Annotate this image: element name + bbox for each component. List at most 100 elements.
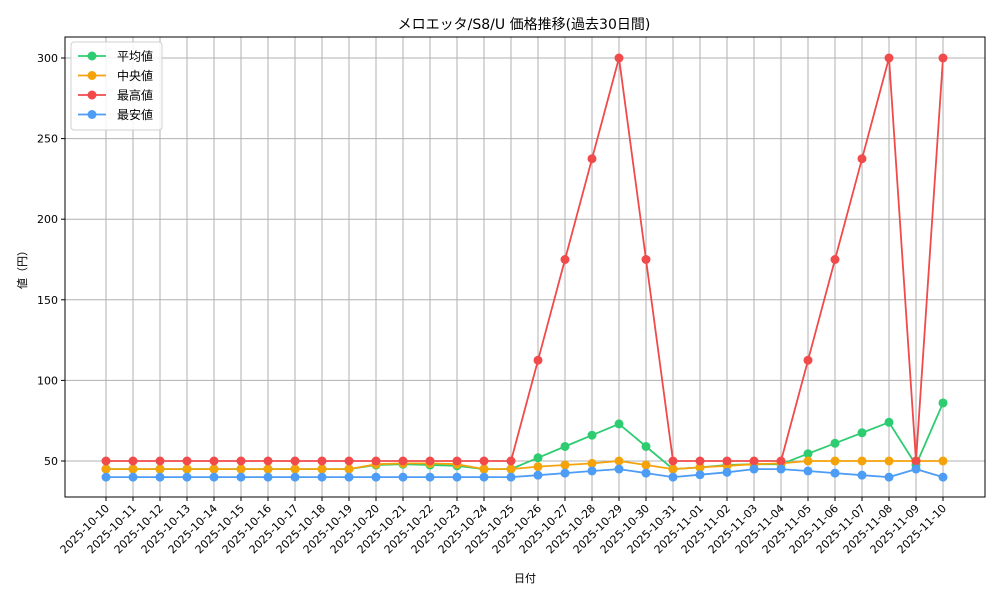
data-point xyxy=(938,53,948,63)
data-point xyxy=(506,472,516,482)
x-axis-label: 日付 xyxy=(514,572,536,585)
legend-marker xyxy=(87,51,97,61)
data-point xyxy=(560,255,570,264)
series-line xyxy=(106,468,944,479)
data-point xyxy=(452,456,462,466)
data-point xyxy=(101,472,111,482)
legend-item: 中央値 xyxy=(78,68,153,83)
y-axis: 50 100 150 200 250 300 xyxy=(37,52,65,468)
data-point xyxy=(533,462,543,472)
data-point xyxy=(722,467,732,477)
data-point xyxy=(911,464,921,474)
data-point xyxy=(668,456,678,466)
data-point xyxy=(560,468,570,478)
data-point xyxy=(749,464,759,474)
data-point xyxy=(830,468,840,478)
data-point xyxy=(884,53,894,63)
data-point xyxy=(614,464,624,474)
data-point xyxy=(614,419,624,429)
legend-marker xyxy=(87,110,97,119)
data-point xyxy=(371,456,381,466)
data-point xyxy=(614,53,624,63)
data-point xyxy=(857,470,867,480)
y-tick-label: 300 xyxy=(37,52,58,65)
data-point xyxy=(425,472,435,482)
data-point xyxy=(344,464,354,474)
y-tick-label: 250 xyxy=(37,133,58,146)
data-point xyxy=(560,441,570,451)
legend-box xyxy=(70,41,163,131)
series-3 xyxy=(101,464,948,482)
data-point xyxy=(182,456,192,466)
y-tick-label: 150 xyxy=(37,294,58,307)
data-point xyxy=(830,255,840,264)
legend-item: 平均値 xyxy=(78,49,153,64)
data-point xyxy=(155,464,165,474)
data-point xyxy=(155,456,165,466)
data-point xyxy=(587,466,597,476)
data-point xyxy=(236,472,246,482)
data-point xyxy=(776,456,786,466)
y-tick-label: 100 xyxy=(37,374,58,387)
legend-item: 最高値 xyxy=(78,88,153,103)
data-point xyxy=(641,441,651,451)
data-point xyxy=(128,472,138,482)
data-point xyxy=(695,470,705,480)
data-point xyxy=(776,464,786,474)
data-point xyxy=(857,154,867,164)
legend-label: 最安値 xyxy=(117,107,153,122)
data-point xyxy=(803,466,813,476)
data-point xyxy=(830,456,840,466)
data-point xyxy=(290,472,300,482)
x-axis: 2025-10-102025-10-112025-10-122025-10-13… xyxy=(58,497,949,556)
data-point xyxy=(695,462,705,472)
data-point xyxy=(533,470,543,480)
data-point xyxy=(668,472,678,482)
data-point xyxy=(479,472,489,482)
data-point xyxy=(317,472,327,482)
data-point xyxy=(371,472,381,482)
series-line xyxy=(106,460,943,471)
data-point xyxy=(182,464,192,474)
data-point xyxy=(614,456,624,466)
data-point xyxy=(101,464,111,474)
data-point xyxy=(182,472,192,482)
data-point xyxy=(128,456,138,466)
data-point xyxy=(803,449,813,459)
series-lines xyxy=(101,53,948,482)
data-point xyxy=(533,355,543,365)
data-point xyxy=(587,430,597,440)
data-point xyxy=(938,398,948,408)
data-point xyxy=(641,255,651,264)
data-point xyxy=(641,460,651,470)
data-point xyxy=(209,456,219,466)
data-point xyxy=(884,456,894,466)
data-point xyxy=(884,472,894,482)
data-point xyxy=(344,472,354,482)
plot-area-border xyxy=(64,36,986,498)
data-point xyxy=(587,154,597,164)
data-point xyxy=(506,464,516,474)
series-2 xyxy=(101,53,948,466)
data-point xyxy=(884,417,894,427)
data-point xyxy=(452,472,462,482)
data-point xyxy=(236,456,246,466)
data-point xyxy=(128,464,138,474)
y-tick-label: 50 xyxy=(44,455,58,468)
data-point xyxy=(911,456,921,466)
data-point xyxy=(857,456,867,466)
data-point xyxy=(317,456,327,466)
data-point xyxy=(425,456,435,466)
data-point xyxy=(236,464,246,474)
data-point xyxy=(668,464,678,474)
data-point xyxy=(398,456,408,466)
data-point xyxy=(344,456,354,466)
data-point xyxy=(209,464,219,474)
series-line xyxy=(106,57,944,462)
legend-label: 中央値 xyxy=(117,68,153,83)
legend-label: 最高値 xyxy=(117,88,153,103)
data-point xyxy=(803,355,813,365)
data-point xyxy=(101,456,111,466)
legend-item: 最安値 xyxy=(78,107,153,122)
